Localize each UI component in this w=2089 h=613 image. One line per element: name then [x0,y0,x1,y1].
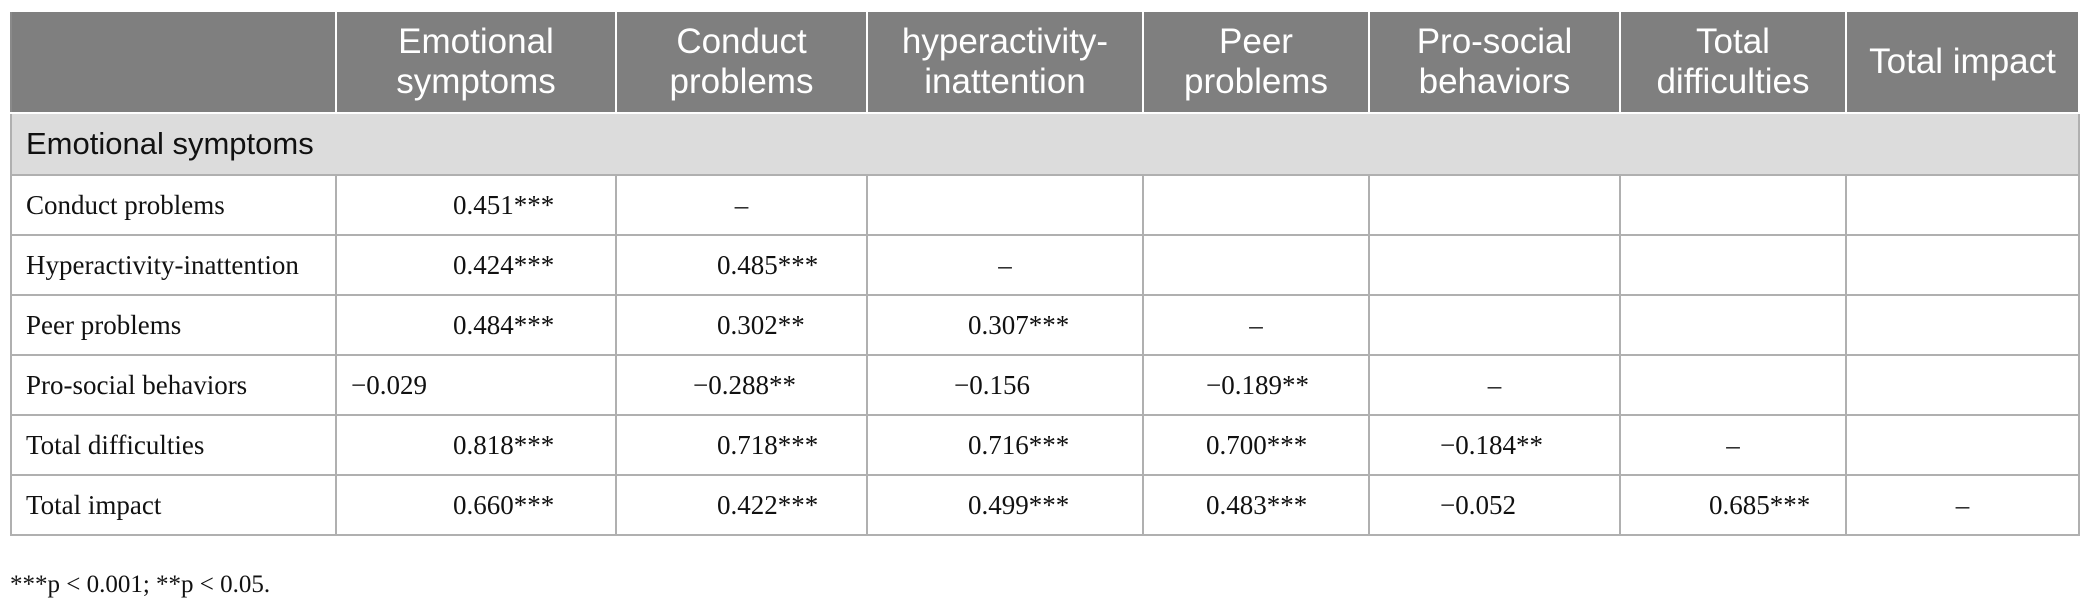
table-cell: 0.485*** [615,234,868,296]
table-cell: 0.424*** [335,234,617,296]
table-cell: 0.422*** [615,474,868,536]
table-cell: −0.184** [1368,414,1621,476]
column-header: Conduct problems [615,10,868,114]
table-cell [1368,294,1621,356]
table-cell [1619,234,1847,296]
table-cell: −0.052 [1368,474,1621,536]
row-label: Pro-social behaviors [10,354,337,416]
table-cell: 0.499*** [866,474,1144,536]
table-cell [1845,354,2080,416]
table-row: Pro-social behaviors −0.029 −0.288** −0.… [10,354,2080,416]
table-cell: 0.700*** [1142,414,1370,476]
column-header: hyperactivity-inattention [866,10,1144,114]
table-cell: 0.451*** [335,174,617,236]
table-cell [1619,354,1847,416]
table-cell: – [866,234,1144,296]
header-row: Emotional symptoms Conduct problems hype… [10,10,2080,114]
column-header: Emotional symptoms [335,10,617,114]
table-cell: 0.483*** [1142,474,1370,536]
table-cell [1619,294,1847,356]
correlation-table-container: Emotional symptoms Conduct problems hype… [10,10,2080,536]
table-cell [1142,174,1370,236]
table-cell: 0.685*** [1619,474,1847,536]
table-cell [1368,234,1621,296]
table-cell: 0.718*** [615,414,868,476]
row-label: Conduct problems [10,174,337,236]
column-header: Peer problems [1142,10,1370,114]
table-cell: −0.029 [335,354,617,416]
table-cell [1845,294,2080,356]
table-cell: 0.302** [615,294,868,356]
column-header: Pro-social behaviors [1368,10,1621,114]
table-cell [1142,234,1370,296]
table-cell: – [615,174,868,236]
table-cell [1845,174,2080,236]
row-label: Total impact [10,474,337,536]
column-header: Total impact [1845,10,2080,114]
row-label: Peer problems [10,294,337,356]
table-row: Conduct problems 0.451*** – [10,174,2080,236]
table-cell: – [1619,414,1847,476]
table-cell: 0.660*** [335,474,617,536]
table-cell: −0.189** [1142,354,1370,416]
header-corner [10,10,337,114]
table-cell: 0.818*** [335,414,617,476]
table-cell [866,174,1144,236]
row-label: Total difficulties [10,414,337,476]
table-cell [1845,234,2080,296]
table-cell [1368,174,1621,236]
section-label: Emotional symptoms [10,112,2080,176]
row-label: Hyperactivity-inattention [10,234,337,296]
table-cell: −0.156 [866,354,1144,416]
table-row: Total difficulties 0.818*** 0.718*** 0.7… [10,414,2080,476]
table-row: Hyperactivity-inattention 0.424*** 0.485… [10,234,2080,296]
table-cell: – [1845,474,2080,536]
table-footnote: ***p < 0.001; **p < 0.05. [10,571,271,598]
correlation-table: Emotional symptoms Conduct problems hype… [10,10,2080,536]
table-cell [1619,174,1847,236]
table-cell: – [1142,294,1370,356]
table-row: Peer problems 0.484*** 0.302** 0.307*** … [10,294,2080,356]
table-cell: 0.484*** [335,294,617,356]
table-cell: – [1368,354,1621,416]
table-cell: 0.716*** [866,414,1144,476]
table-cell: −0.288** [615,354,868,416]
column-header: Total difficulties [1619,10,1847,114]
table-row: Total impact 0.660*** 0.422*** 0.499*** … [10,474,2080,536]
table-cell: 0.307*** [866,294,1144,356]
section-row: Emotional symptoms [10,112,2080,176]
table-cell [1845,414,2080,476]
